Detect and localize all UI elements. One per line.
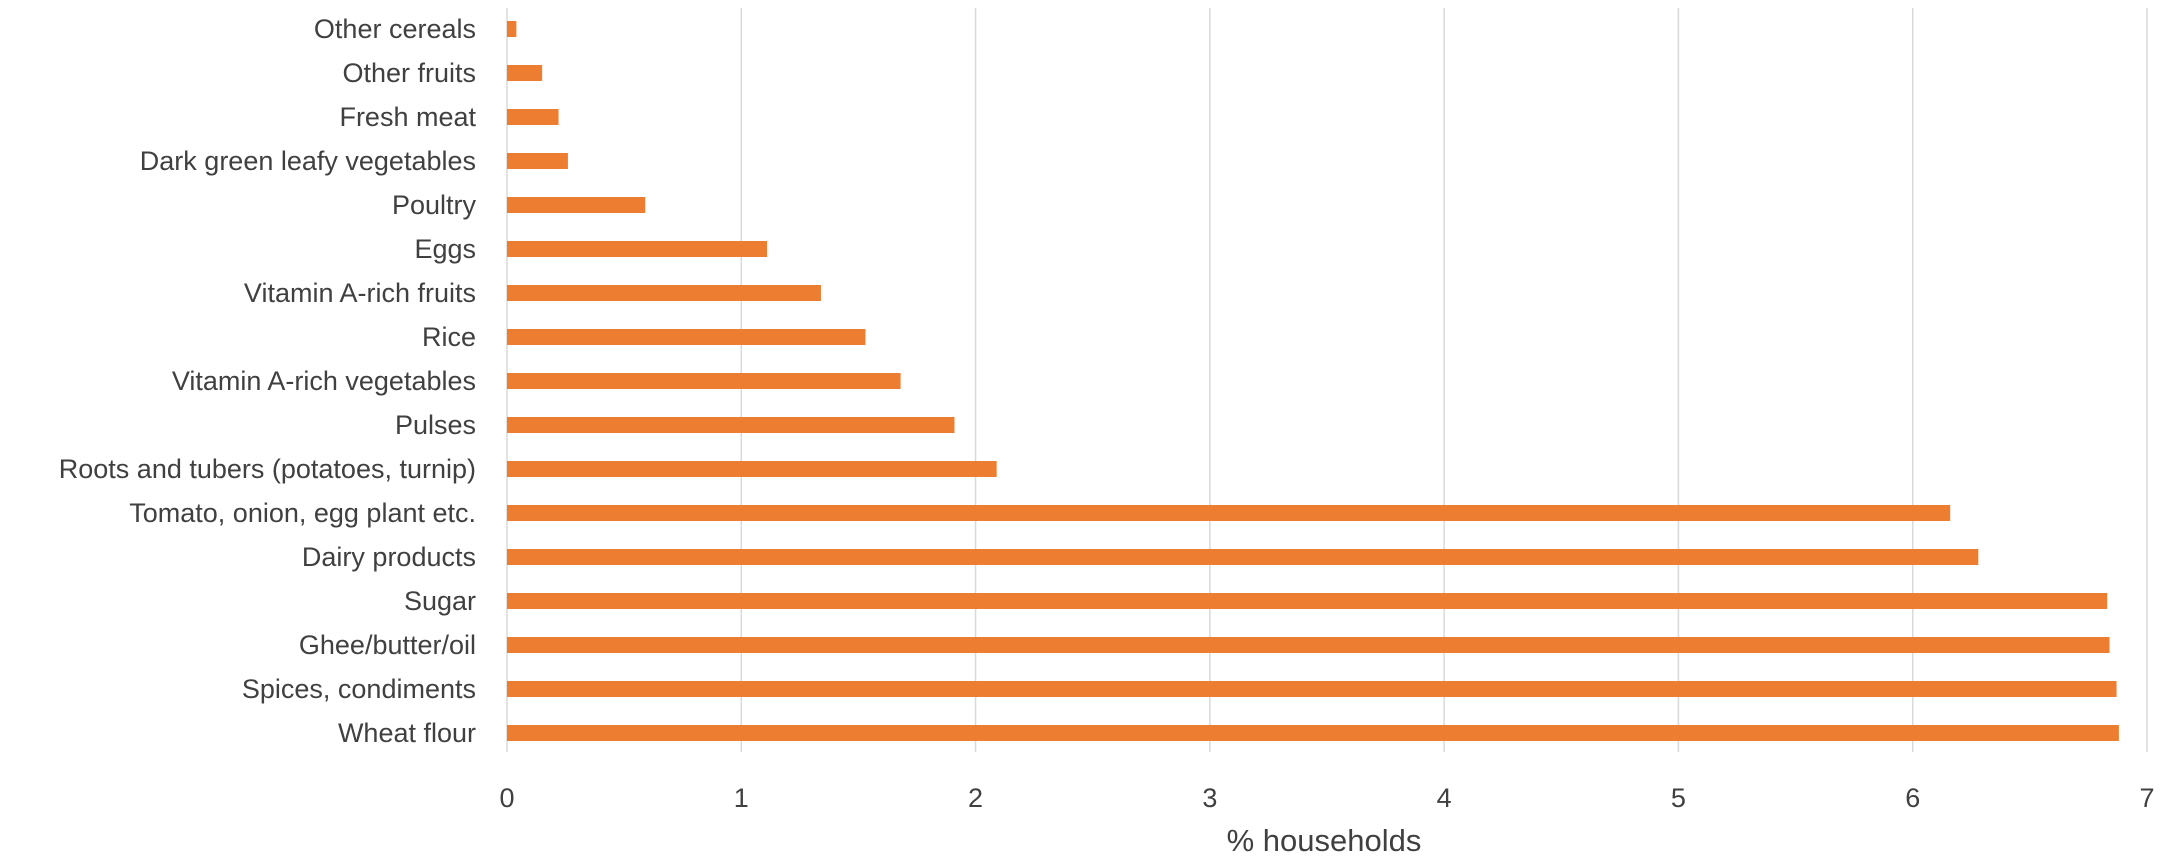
bar	[507, 329, 866, 345]
bar	[507, 65, 543, 81]
bar	[507, 549, 1979, 565]
bar	[507, 461, 997, 477]
bar	[507, 725, 2119, 741]
category-label: Vitamin A-rich vegetables	[172, 366, 476, 396]
category-labels: Other cereals Other fruits Fresh meat Dark …	[59, 14, 477, 748]
gridlines	[506, 8, 2148, 752]
category-label: Pulses	[395, 410, 476, 440]
category-label: Fresh meat	[339, 102, 476, 132]
x-tick-label: 5	[1671, 783, 1686, 813]
x-tick-label: 3	[1202, 783, 1217, 813]
category-label: Other fruits	[342, 58, 476, 88]
category-label: Rice	[422, 322, 476, 352]
category-label: Dark green leafy vegetables	[140, 146, 476, 176]
category-label: Eggs	[414, 234, 476, 264]
category-label: Vitamin A-rich fruits	[244, 278, 476, 308]
bar	[507, 153, 568, 169]
category-label: Poultry	[392, 190, 477, 220]
category-label: Spices, condiments	[242, 674, 476, 704]
bar	[507, 109, 559, 125]
bars	[507, 21, 2119, 741]
bar	[507, 285, 821, 301]
category-label: Dairy products	[302, 542, 476, 572]
bar	[507, 197, 646, 213]
bar	[507, 21, 517, 37]
category-label: Roots and tubers (potatoes, turnip)	[59, 454, 476, 484]
x-tick-label: 4	[1437, 783, 1452, 813]
category-label: Other cereals	[314, 14, 476, 44]
x-tick-label: 0	[499, 783, 514, 813]
bar	[507, 417, 955, 433]
bar	[507, 593, 2108, 609]
x-axis-ticks: 0 1 2 3 4 5 6 7	[499, 783, 2154, 813]
bar	[507, 505, 1951, 521]
category-label: Wheat flour	[338, 718, 476, 748]
x-tick-label: 2	[968, 783, 983, 813]
bar	[507, 241, 768, 257]
bar	[507, 681, 2117, 697]
x-tick-label: 6	[1905, 783, 1920, 813]
bar	[507, 373, 901, 389]
x-tick-label: 1	[734, 783, 749, 813]
x-tick-label: 7	[2139, 783, 2154, 813]
category-label: Tomato, onion, egg plant etc.	[129, 498, 476, 528]
category-label: Ghee/butter/oil	[299, 630, 476, 660]
x-axis-title: % households	[1227, 823, 1422, 858]
category-label: Sugar	[404, 586, 476, 616]
bar	[507, 637, 2110, 653]
